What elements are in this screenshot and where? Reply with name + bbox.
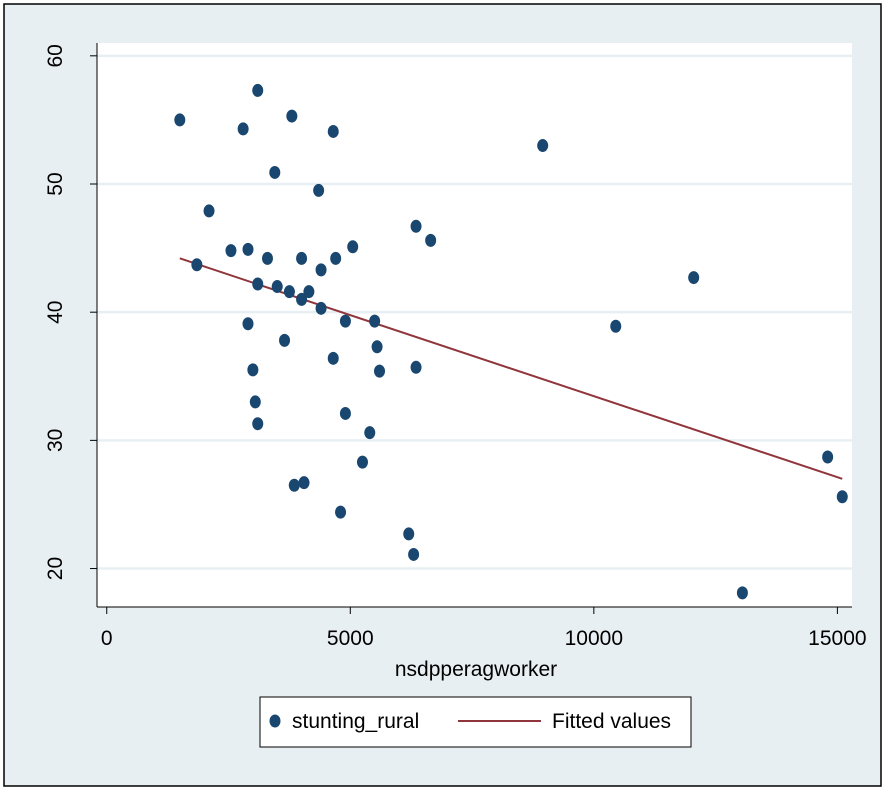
data-point-0 — [174, 113, 186, 127]
y-tick-label-4: 60 — [44, 44, 67, 67]
data-point-42 — [425, 233, 437, 247]
data-point-41 — [410, 360, 422, 374]
data-point-31 — [339, 406, 351, 420]
data-point-6 — [242, 317, 254, 331]
data-point-13 — [269, 165, 281, 179]
data-point-8 — [249, 395, 261, 409]
data-point-45 — [688, 271, 700, 285]
y-tick-label-0: 20 — [44, 557, 67, 580]
x-tick-label-0: 0 — [101, 627, 113, 650]
scatter-points — [174, 83, 848, 600]
data-point-33 — [356, 455, 368, 469]
x-tick-label-1: 5000 — [327, 627, 374, 650]
x-axis-label: nsdpperagworker — [395, 658, 557, 681]
legend: stunting_rural Fitted values — [259, 696, 692, 748]
data-point-47 — [822, 450, 834, 464]
data-point-15 — [279, 333, 291, 347]
data-point-16 — [283, 285, 295, 299]
data-point-17 — [286, 109, 298, 123]
data-point-46 — [736, 586, 748, 600]
data-point-1 — [191, 258, 203, 272]
data-point-38 — [403, 527, 415, 541]
y-tick-label-3: 50 — [44, 172, 67, 195]
data-point-36 — [371, 340, 383, 354]
data-point-32 — [347, 240, 359, 254]
legend-marker-stunting-rural — [269, 714, 281, 728]
data-point-43 — [537, 139, 549, 153]
data-point-44 — [610, 319, 622, 333]
data-point-14 — [271, 280, 283, 294]
axes: 20 30 40 50 60 0 5000 10000 15000 — [44, 43, 867, 650]
data-point-7 — [247, 363, 259, 377]
data-point-25 — [315, 301, 327, 315]
plot-area — [97, 43, 852, 607]
data-point-5 — [242, 242, 254, 256]
data-point-30 — [339, 314, 351, 328]
x-tick-label-2: 10000 — [565, 627, 623, 650]
legend-label-stunting-rural: stunting_rural — [292, 710, 419, 733]
data-point-28 — [330, 251, 342, 265]
data-point-10 — [252, 83, 264, 97]
data-point-27 — [327, 124, 339, 138]
data-point-34 — [364, 426, 376, 440]
data-point-37 — [374, 364, 386, 378]
data-point-12 — [261, 251, 273, 265]
data-point-22 — [303, 285, 315, 299]
x-tick-label-3: 15000 — [808, 627, 866, 650]
data-point-21 — [298, 476, 310, 490]
data-point-35 — [369, 314, 381, 328]
data-point-9 — [252, 417, 264, 431]
y-tick-label-1: 30 — [44, 429, 67, 452]
data-point-11 — [252, 277, 264, 291]
legend-label-fitted-values: Fitted values — [552, 710, 671, 733]
data-point-19 — [296, 251, 308, 265]
data-point-20 — [296, 292, 308, 306]
data-point-24 — [315, 263, 327, 277]
data-point-4 — [237, 122, 249, 136]
data-point-23 — [313, 183, 325, 197]
data-point-2 — [203, 204, 215, 218]
data-point-40 — [410, 219, 422, 233]
data-point-26 — [327, 351, 339, 365]
data-point-48 — [836, 490, 848, 504]
data-point-18 — [288, 478, 300, 492]
data-point-3 — [225, 244, 237, 258]
data-point-39 — [408, 547, 420, 561]
data-point-29 — [335, 505, 347, 519]
y-tick-label-2: 40 — [44, 301, 67, 324]
